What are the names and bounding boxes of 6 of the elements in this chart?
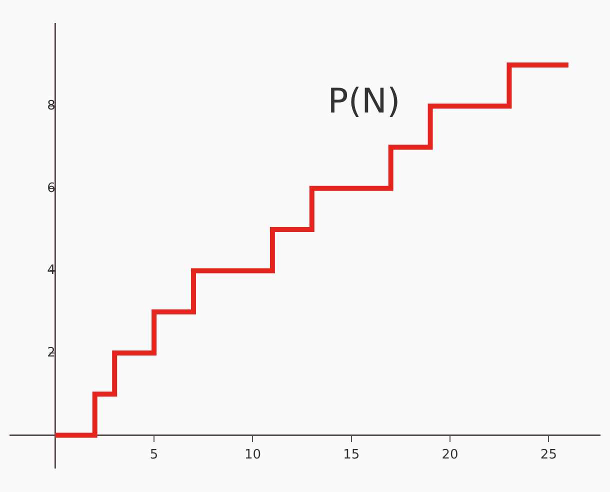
series-label: P(N) bbox=[328, 82, 400, 122]
x-tick-label: 15 bbox=[343, 447, 360, 462]
x-tick-label: 20 bbox=[442, 447, 458, 462]
x-tick-label: 5 bbox=[150, 447, 158, 462]
x-tick-label: 10 bbox=[244, 447, 261, 462]
x-tick-label: 25 bbox=[540, 447, 557, 462]
